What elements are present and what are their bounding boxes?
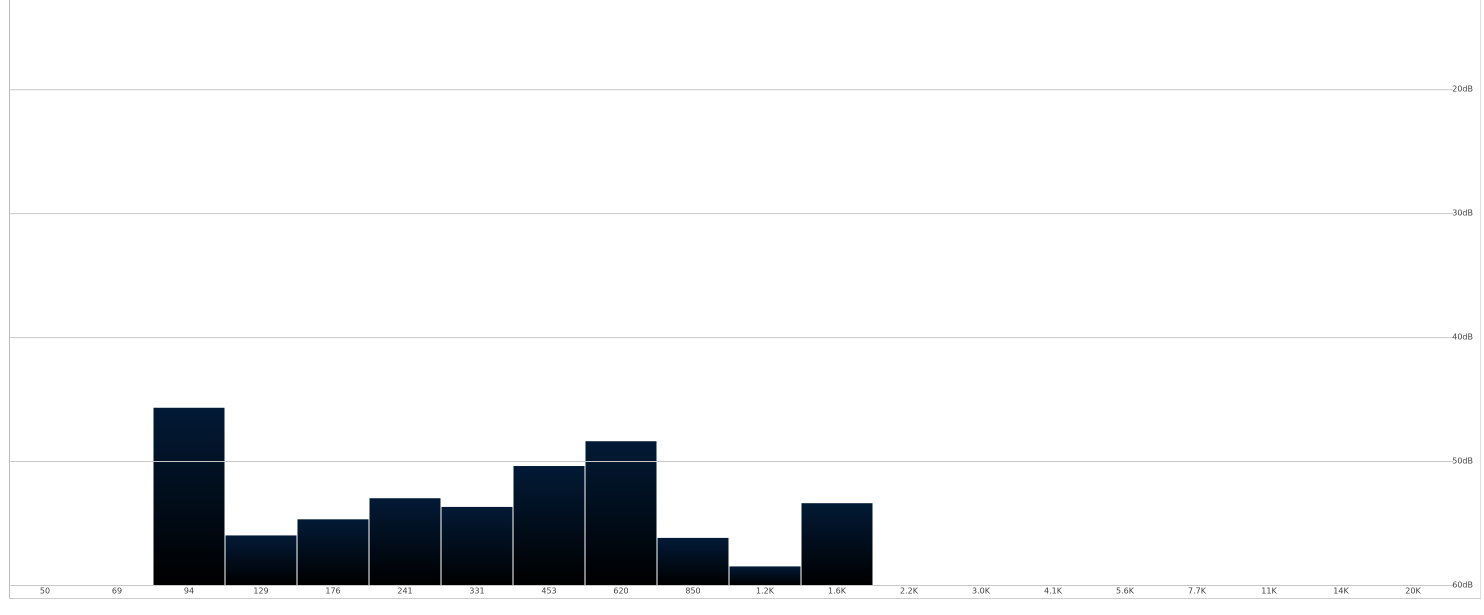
- x-tick-label: 129: [253, 587, 268, 596]
- bar: [369, 498, 441, 585]
- x-tick-label: 331: [469, 587, 484, 596]
- x-tick-label: 5.6K: [1116, 587, 1135, 596]
- bar: [657, 537, 729, 585]
- y-tick-label: 30dB: [1452, 209, 1473, 218]
- x-tick-label: 241: [397, 587, 412, 596]
- y-tick-label: 60dB: [1452, 581, 1473, 590]
- x-tick-label: 2.2K: [900, 587, 919, 596]
- x-tick-label: 11K: [1261, 587, 1277, 596]
- bar: [513, 466, 585, 585]
- x-tick-label: 94: [184, 587, 194, 596]
- bar: [441, 506, 513, 585]
- bar: [225, 535, 297, 585]
- y-tick-label: 20dB: [1452, 85, 1473, 94]
- y-tick-label: 50dB: [1452, 457, 1473, 466]
- x-tick-label: 14K: [1333, 587, 1349, 596]
- bar: [153, 407, 225, 585]
- x-tick-label: 20K: [1405, 587, 1421, 596]
- y-tick-label: 40dB: [1452, 333, 1473, 342]
- x-tick-label: 3.0K: [972, 587, 991, 596]
- bar: [297, 519, 369, 585]
- bar: [729, 566, 801, 585]
- x-tick-label: 453: [541, 587, 556, 596]
- x-tick-label: 4.1K: [1044, 587, 1063, 596]
- x-tick-label: 1.2K: [756, 587, 775, 596]
- x-tick-label: 50: [40, 587, 50, 596]
- bar: [801, 503, 873, 585]
- bar: [585, 441, 657, 585]
- x-tick-label: 69: [112, 587, 122, 596]
- x-tick-label: 850: [685, 587, 700, 596]
- x-tick-label: 620: [613, 587, 628, 596]
- x-tick-label: 176: [325, 587, 340, 596]
- x-tick-label: 7.7K: [1188, 587, 1207, 596]
- x-tick-label: 1.6K: [828, 587, 847, 596]
